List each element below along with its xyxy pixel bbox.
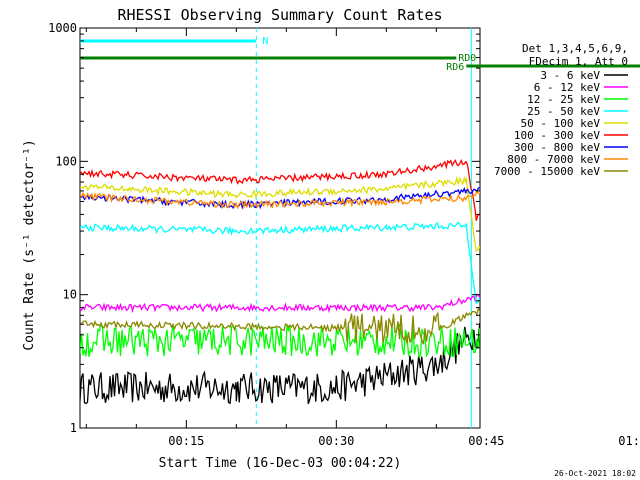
- series-line-100-300-kev: [80, 158, 480, 221]
- x-tick-label: 00:30: [318, 434, 354, 448]
- x-tick-label: 01:00: [618, 434, 640, 448]
- y-tick-label: 100: [55, 154, 77, 168]
- y-tick-label: 10: [63, 288, 77, 302]
- series-line-7000-15000-kev: [80, 306, 480, 345]
- footer-timestamp: 26-Oct-2021 18:02: [554, 469, 636, 478]
- state-bar-label-rd6: RD6: [446, 62, 464, 73]
- series-line-3-6-kev: [80, 323, 480, 405]
- legend-label-3-6-kev: 3 - 6 keV: [540, 69, 600, 82]
- plot-frame: [79, 27, 481, 429]
- y-tick-label: 1: [70, 421, 77, 435]
- series-line-12-25-kev: [80, 323, 480, 358]
- state-bar-label-n: N: [262, 36, 268, 47]
- legend-label-12-25-kev: 12 - 25 keV: [527, 93, 600, 106]
- state-bar-label-rd0: RD0: [458, 53, 476, 64]
- vertical-markers: [255, 28, 472, 428]
- series-lines: [80, 158, 480, 405]
- legend: Det 1,3,4,5,6,9, FDecim 1, Att 0 3 - 6 k…: [494, 42, 628, 178]
- legend-header-line-2: FDecim 1, Att 0: [529, 55, 628, 68]
- x-tick-label: 00:15: [168, 434, 204, 448]
- legend-label-800-7000-kev: 800 - 7000 keV: [507, 153, 600, 166]
- chart-title: RHESSI Observing Summary Count Rates: [117, 6, 442, 24]
- y-tick-label: 1000: [48, 21, 77, 35]
- legend-label-100-300-kev: 100 - 300 keV: [514, 129, 600, 142]
- series-line-25-50-kev: [80, 221, 480, 305]
- state-bars: NFRD0RD6: [80, 36, 640, 73]
- series-line-6-12-kev: [80, 293, 480, 314]
- legend-label-300-800-kev: 300 - 800 keV: [514, 141, 600, 154]
- y-axis: 1 10 100 1000: [48, 21, 480, 435]
- x-axis-label: Start Time (16-Dec-03 00:04:22): [159, 456, 402, 471]
- y-axis-label: Count Rate (s⁻¹ detector⁻¹): [22, 139, 37, 350]
- legend-label-7000-15000-kev: 7000 - 15000 keV: [494, 165, 600, 178]
- legend-label-25-50-kev: 25 - 50 keV: [527, 105, 600, 118]
- legend-label-6-12-kev: 6 - 12 keV: [534, 81, 601, 94]
- series-line-50-100-kev: [80, 175, 480, 252]
- series-line-800-7000-kev: [80, 190, 480, 210]
- x-tick-label: 00:45: [468, 434, 504, 448]
- legend-label-50-100-kev: 50 - 100 keV: [521, 117, 601, 130]
- legend-header-line-1: Det 1,3,4,5,6,9,: [522, 42, 628, 55]
